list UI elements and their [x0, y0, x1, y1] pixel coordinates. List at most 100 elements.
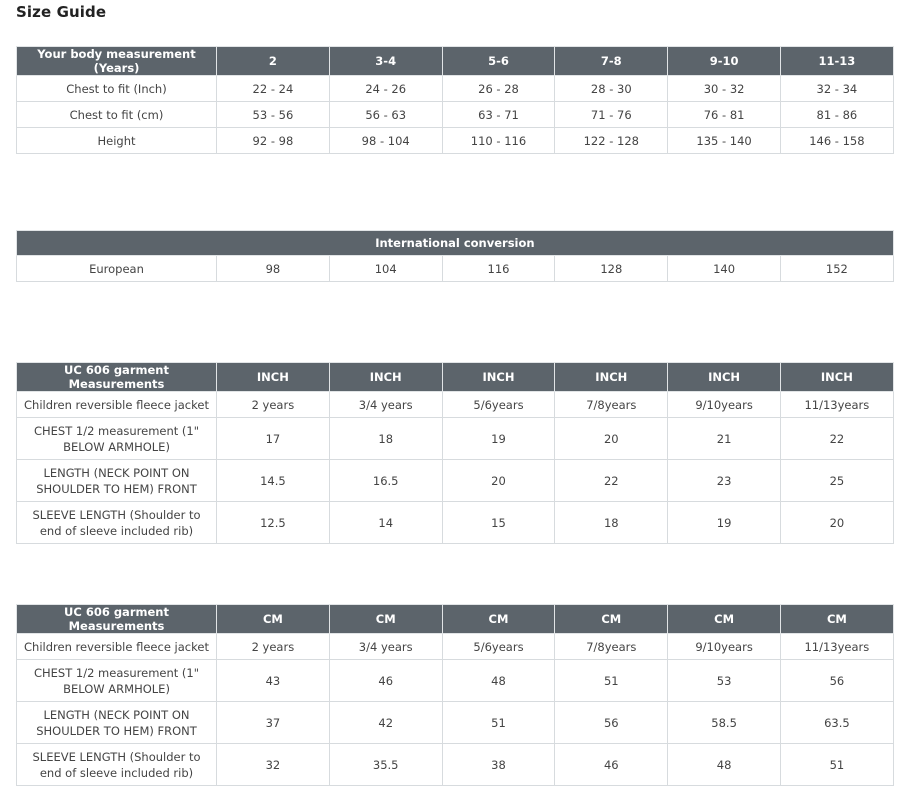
- table-cell: 63.5: [779, 701, 894, 744]
- table-cell: 110 - 116: [441, 127, 556, 154]
- table-cell: 35.5: [328, 743, 443, 786]
- table-row: Children reversible fleece jacket 2 year…: [16, 633, 894, 660]
- table-row: LENGTH (NECK POINT ON SHOULDER TO HEM) F…: [16, 701, 894, 744]
- table-cell: 53 - 56: [216, 101, 330, 128]
- table-cell: 42: [328, 701, 443, 744]
- table-cell: 11/13years: [779, 391, 894, 418]
- header-cell: INCH: [554, 362, 669, 392]
- table-cell: 56: [779, 659, 894, 702]
- table-cell: 7/8years: [554, 391, 669, 418]
- table-cell: 18: [554, 501, 669, 544]
- header-cell: INCH: [667, 362, 781, 392]
- header-cell: INCH: [441, 362, 556, 392]
- header-cell: INCH: [216, 362, 330, 392]
- table-cell: 11/13years: [779, 633, 894, 660]
- table-header-row: UC 606 garment Measurements CM CM CM CM …: [16, 604, 894, 634]
- table-row: CHEST 1/2 measurement (1" BELOW ARMHOLE)…: [16, 659, 894, 702]
- table-cell: 56 - 63: [328, 101, 443, 128]
- table-cell: 58.5: [667, 701, 781, 744]
- table-row: SLEEVE LENGTH (Shoulder to end of sleeve…: [16, 743, 894, 786]
- international-conversion-table: International conversion European 98 104…: [16, 230, 894, 282]
- garment-cm-table: UC 606 garment Measurements CM CM CM CM …: [16, 604, 894, 786]
- table-cell: 20: [779, 501, 894, 544]
- table-cell: 43: [216, 659, 330, 702]
- table-cell: 46: [328, 659, 443, 702]
- header-cell: 9-10: [667, 46, 781, 76]
- table-cell: 22 - 24: [216, 75, 330, 102]
- table-cell: 32 - 34: [779, 75, 894, 102]
- table-row: CHEST 1/2 measurement (1" BELOW ARMHOLE)…: [16, 417, 894, 460]
- table-row: SLEEVE LENGTH (Shoulder to end of sleeve…: [16, 501, 894, 544]
- table-cell: 19: [667, 501, 781, 544]
- table-row: Chest to fit (Inch) 22 - 24 24 - 26 26 -…: [16, 75, 894, 102]
- row-label: CHEST 1/2 measurement (1" BELOW ARMHOLE): [16, 417, 217, 460]
- table-cell: 20: [441, 459, 556, 502]
- header-cell: International conversion: [16, 230, 894, 256]
- table-cell: 22: [554, 459, 669, 502]
- row-label: SLEEVE LENGTH (Shoulder to end of sleeve…: [16, 501, 217, 544]
- row-label: Chest to fit (cm): [16, 101, 217, 128]
- table-cell: 71 - 76: [554, 101, 669, 128]
- table-cell: 14.5: [216, 459, 330, 502]
- table-cell: 9/10years: [667, 633, 781, 660]
- table-cell: 38: [441, 743, 556, 786]
- table-cell: 92 - 98: [216, 127, 330, 154]
- table-cell: 2 years: [216, 391, 330, 418]
- row-label: Children reversible fleece jacket: [16, 391, 217, 418]
- row-label: Height: [16, 127, 217, 154]
- header-cell: 2: [216, 46, 330, 76]
- table-cell: 3/4 years: [328, 391, 443, 418]
- table-cell: 140: [667, 255, 781, 282]
- header-cell: CM: [779, 604, 894, 634]
- header-cell: 3-4: [328, 46, 443, 76]
- table-cell: 19: [441, 417, 556, 460]
- table-cell: 28 - 30: [554, 75, 669, 102]
- header-cell: CM: [554, 604, 669, 634]
- row-label: CHEST 1/2 measurement (1" BELOW ARMHOLE): [16, 659, 217, 702]
- row-label: Chest to fit (Inch): [16, 75, 217, 102]
- table-cell: 63 - 71: [441, 101, 556, 128]
- garment-inch-table: UC 606 garment Measurements INCH INCH IN…: [16, 362, 894, 544]
- table-cell: 48: [441, 659, 556, 702]
- header-cell: UC 606 garment Measurements: [16, 362, 217, 392]
- table-cell: 12.5: [216, 501, 330, 544]
- table-cell: 32: [216, 743, 330, 786]
- table-cell: 7/8years: [554, 633, 669, 660]
- table-cell: 20: [554, 417, 669, 460]
- table-cell: 46: [554, 743, 669, 786]
- table-row: Chest to fit (cm) 53 - 56 56 - 63 63 - 7…: [16, 101, 894, 128]
- header-cell: 11-13: [779, 46, 894, 76]
- table-cell: 17: [216, 417, 330, 460]
- table-cell: 152: [779, 255, 894, 282]
- table-row: Children reversible fleece jacket 2 year…: [16, 391, 894, 418]
- table-cell: 16.5: [328, 459, 443, 502]
- header-cell: 5-6: [441, 46, 556, 76]
- table-cell: 3/4 years: [328, 633, 443, 660]
- table-cell: 122 - 128: [554, 127, 669, 154]
- row-label: European: [16, 255, 217, 282]
- table-cell: 21: [667, 417, 781, 460]
- table-cell: 128: [554, 255, 669, 282]
- table-cell: 48: [667, 743, 781, 786]
- table-cell: 116: [441, 255, 556, 282]
- table-cell: 76 - 81: [667, 101, 781, 128]
- table-cell: 18: [328, 417, 443, 460]
- body-measurement-table: Your body measurement (Years) 2 3-4 5-6 …: [16, 46, 894, 154]
- table-cell: 146 - 158: [779, 127, 894, 154]
- header-cell: INCH: [328, 362, 443, 392]
- header-cell: UC 606 garment Measurements: [16, 604, 217, 634]
- table-cell: 98 - 104: [328, 127, 443, 154]
- table-cell: 53: [667, 659, 781, 702]
- table-cell: 5/6years: [441, 633, 556, 660]
- header-cell: CM: [328, 604, 443, 634]
- header-cell: Your body measurement (Years): [16, 46, 217, 76]
- table-cell: 56: [554, 701, 669, 744]
- table-cell: 22: [779, 417, 894, 460]
- table-cell: 15: [441, 501, 556, 544]
- table-cell: 98: [216, 255, 330, 282]
- table-header-row: Your body measurement (Years) 2 3-4 5-6 …: [16, 46, 894, 76]
- table-cell: 51: [441, 701, 556, 744]
- table-row: LENGTH (NECK POINT ON SHOULDER TO HEM) F…: [16, 459, 894, 502]
- table-cell: 81 - 86: [779, 101, 894, 128]
- row-label: Children reversible fleece jacket: [16, 633, 217, 660]
